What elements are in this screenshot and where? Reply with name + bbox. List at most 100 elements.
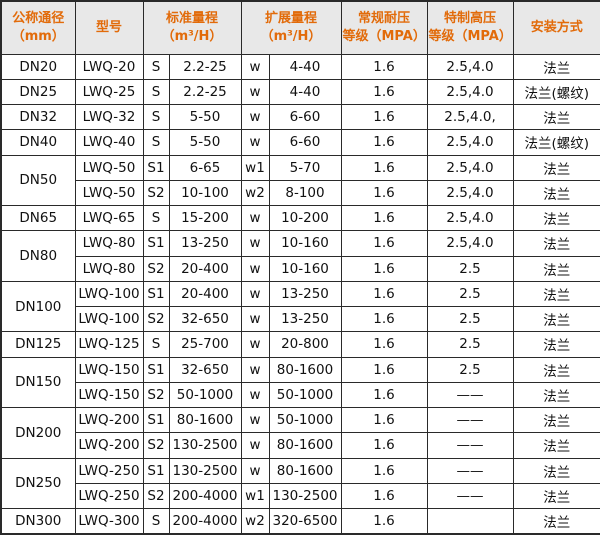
cell-high-pressure-rating: 2.5,4.0 xyxy=(426,53,514,80)
cell-standard-range-code: S xyxy=(142,331,170,358)
cell-pressure-rating: 1.6 xyxy=(340,53,428,80)
cell-pressure-rating: 1.6 xyxy=(340,432,428,459)
cell-nominal-diameter: DN200 xyxy=(0,407,76,459)
table-row: DN250 LWQ-250 S1 130-2500 w 80-1600 1.6 —— 法兰 xyxy=(0,457,600,509)
cell-pressure-rating: 1.6 xyxy=(340,204,428,232)
header-standard-range: 标准量程 （m³/H） xyxy=(142,0,242,55)
cell-pressure-rating: 1.6 xyxy=(340,331,428,358)
header-row: 公称通径 （mm） 型号 标准量程 （m³/H） 扩展量程 （m³/H） 常规耐… xyxy=(0,0,600,55)
header-line: （m³/H） xyxy=(260,28,322,44)
cell-extended-range: 80-1600 xyxy=(268,356,342,383)
cell-standard-range-code: S xyxy=(142,53,170,80)
cell-extended-range-code: w1 xyxy=(240,154,270,181)
table-row: DN50 LWQ-50 S1 6-65 w1 5-70 1.6 2.5,4.0 法兰 xyxy=(0,154,600,206)
cell-pressure-rating: 1.6 xyxy=(340,179,428,207)
cell-extended-range: 80-1600 xyxy=(268,432,342,459)
table-row: LWQ-150 S2 50-1000 w 50-1000 1.6 —— 法兰 xyxy=(1,381,600,409)
cell-standard-range-code: S xyxy=(142,78,170,106)
table-row: DN20 LWQ-20 S 2.2-25 w 4-40 1.6 2.5,4.0 法兰 xyxy=(0,53,600,80)
cell-extended-range: 50-1000 xyxy=(268,381,342,409)
cell-extended-range: 320-6500 xyxy=(268,508,342,535)
cell-extended-range: 4-40 xyxy=(268,78,342,106)
cell-standard-range: 200-4000 xyxy=(168,482,242,510)
cell-high-pressure-rating: 2.5 xyxy=(426,305,514,333)
cell-standard-range: 200-4000 xyxy=(168,508,242,535)
cell-high-pressure-rating: 2.5,4.0 xyxy=(426,78,514,106)
cell-extended-range-code: w xyxy=(240,432,270,459)
cell-model: LWQ-65 xyxy=(74,204,144,232)
cell-high-pressure-rating: 2.5 xyxy=(426,356,514,383)
cell-installation: 法兰 xyxy=(512,331,600,358)
cell-pressure-rating: 1.6 xyxy=(340,508,428,535)
cell-high-pressure-rating xyxy=(426,508,514,535)
header-pressure-rating: 常规耐压 等级（MPA） xyxy=(340,0,428,55)
header-line: （m³/H） xyxy=(161,28,223,44)
cell-model: LWQ-40 xyxy=(74,129,144,156)
table-row: LWQ-80 S2 20-400 w 10-160 1.6 2.5 法兰 xyxy=(1,255,600,282)
cell-installation: 法兰 xyxy=(512,508,600,535)
cell-standard-range-code: S1 xyxy=(142,230,170,257)
cell-nominal-diameter: DN150 xyxy=(0,356,76,408)
cell-model: LWQ-50 xyxy=(74,154,144,181)
header-line: （mm） xyxy=(11,28,65,44)
cell-extended-range-code: w xyxy=(240,280,270,308)
cell-nominal-diameter: DN32 xyxy=(0,103,76,131)
cell-extended-range-code: w xyxy=(240,78,270,106)
header-line: 安装方式 xyxy=(530,19,583,35)
cell-pressure-rating: 1.6 xyxy=(340,381,428,409)
cell-standard-range: 32-650 xyxy=(168,305,242,333)
cell-high-pressure-rating: 2.5,4.0, xyxy=(426,103,514,131)
cell-standard-range: 80-1600 xyxy=(168,406,242,434)
cell-high-pressure-rating: 2.5 xyxy=(426,255,514,282)
cell-installation: 法兰 xyxy=(512,457,600,484)
table-row: DN125 LWQ-125 S 25-700 w 20-800 1.6 2.5 法兰 xyxy=(0,331,600,358)
header-extended-range: 扩展量程 （m³/H） xyxy=(240,0,342,55)
cell-standard-range-code: S2 xyxy=(142,179,170,207)
cell-model: LWQ-50 xyxy=(74,179,144,207)
cell-extended-range: 80-1600 xyxy=(268,457,342,484)
cell-standard-range: 10-100 xyxy=(168,179,242,207)
cell-model: LWQ-200 xyxy=(74,432,144,459)
header-high-pressure-rating: 特制高压 等级（MPA） xyxy=(426,0,514,55)
cell-standard-range-code: S1 xyxy=(142,280,170,308)
cell-pressure-rating: 1.6 xyxy=(340,103,428,131)
cell-high-pressure-rating: —— xyxy=(426,406,514,434)
cell-nominal-diameter: DN250 xyxy=(0,457,76,509)
table-body: DN20 LWQ-20 S 2.2-25 w 4-40 1.6 2.5,4.0 法兰 DN25 LW… xyxy=(0,53,600,535)
cell-extended-range: 8-100 xyxy=(268,179,342,207)
cell-high-pressure-rating: —— xyxy=(426,381,514,409)
cell-standard-range-code: S xyxy=(142,204,170,232)
cell-extended-range: 10-200 xyxy=(268,204,342,232)
cell-extended-range-code: w2 xyxy=(240,508,270,535)
cell-standard-range-code: S2 xyxy=(142,305,170,333)
table-row: DN200 LWQ-200 S1 80-1600 w 50-1000 1.6 —— 法兰 xyxy=(0,406,600,459)
cell-extended-range: 4-40 xyxy=(268,53,342,80)
cell-installation: 法兰 xyxy=(512,53,600,80)
cell-extended-range: 13-250 xyxy=(268,280,342,308)
table-row: DN40 LWQ-40 S 5-50 w 6-60 1.6 2.5,4.0 法兰(螺纹) xyxy=(0,129,600,156)
cell-high-pressure-rating: 2.5,4.0 xyxy=(426,154,514,181)
cell-nominal-diameter: DN20 xyxy=(0,53,76,80)
cell-extended-range-code: w xyxy=(240,255,270,282)
cell-high-pressure-rating: —— xyxy=(426,432,514,459)
header-line: 公称通径 xyxy=(12,11,65,27)
header-line: 常规耐压 xyxy=(357,11,410,27)
cell-extended-range: 6-60 xyxy=(268,103,342,131)
cell-pressure-rating: 1.6 xyxy=(340,154,428,181)
cell-model: LWQ-32 xyxy=(74,103,144,131)
cell-installation: 法兰(螺纹) xyxy=(512,78,600,106)
cell-extended-range: 50-1000 xyxy=(268,406,342,434)
cell-installation: 法兰(螺纹) xyxy=(512,129,600,156)
cell-nominal-diameter: DN125 xyxy=(0,331,76,358)
cell-pressure-rating: 1.6 xyxy=(340,406,428,434)
cell-pressure-rating: 1.6 xyxy=(340,129,428,156)
cell-installation: 法兰 xyxy=(512,381,600,409)
table-row: DN25 LWQ-25 S 2.2-25 w 4-40 1.6 2.5,4.0 法兰(螺纹) xyxy=(0,78,600,106)
cell-standard-range-code: S2 xyxy=(142,255,170,282)
table-row: LWQ-100 S2 32-650 w 13-250 1.6 2.5 法兰 xyxy=(1,305,600,333)
cell-model: LWQ-250 xyxy=(74,482,144,510)
cell-extended-range-code: w xyxy=(240,129,270,156)
cell-extended-range-code: w xyxy=(240,53,270,80)
cell-standard-range-code: S2 xyxy=(142,381,170,409)
